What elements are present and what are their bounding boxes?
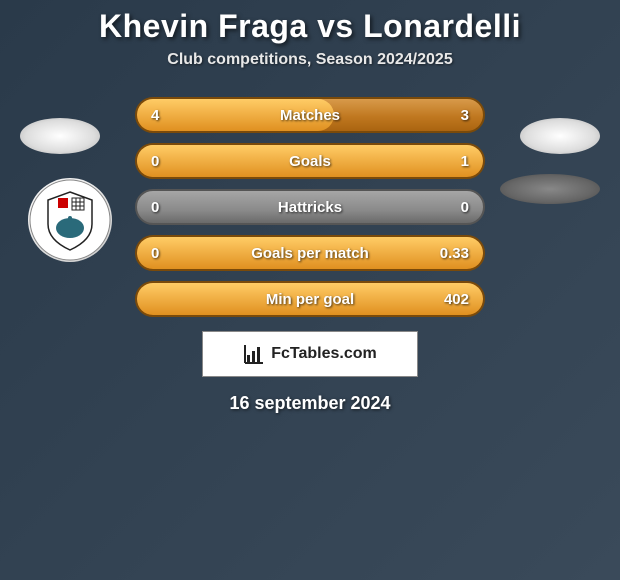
stat-label: Goals per match — [137, 245, 483, 262]
stat-label: Min per goal — [137, 291, 483, 308]
brand-text: FcTables.com — [271, 345, 377, 363]
player2-club-ellipse — [500, 174, 600, 204]
stat-label: Matches — [137, 107, 483, 124]
player1-club-crest — [28, 178, 112, 262]
player1-flag-ellipse — [20, 118, 100, 154]
stat-label: Goals — [137, 153, 483, 170]
stat-row: 01Goals — [135, 143, 485, 179]
stat-row: 43Matches — [135, 97, 485, 133]
header: Khevin Fraga vs Lonardelli Club competit… — [0, 0, 620, 69]
stat-row: 00Hattricks — [135, 189, 485, 225]
stat-label: Hattricks — [137, 199, 483, 216]
stat-row: -402Min per goal — [135, 281, 485, 317]
stat-row: 00.33Goals per match — [135, 235, 485, 271]
date-text: 16 september 2024 — [0, 393, 620, 414]
page-title: Khevin Fraga vs Lonardelli — [0, 8, 620, 45]
brand-box[interactable]: FcTables.com — [202, 331, 418, 377]
page-subtitle: Club competitions, Season 2024/2025 — [0, 51, 620, 69]
stats-container: 43Matches 01Goals 00Hattricks 00.33Goals pe… — [135, 97, 485, 317]
chart-icon — [243, 343, 265, 365]
player2-flag-ellipse — [520, 118, 600, 154]
